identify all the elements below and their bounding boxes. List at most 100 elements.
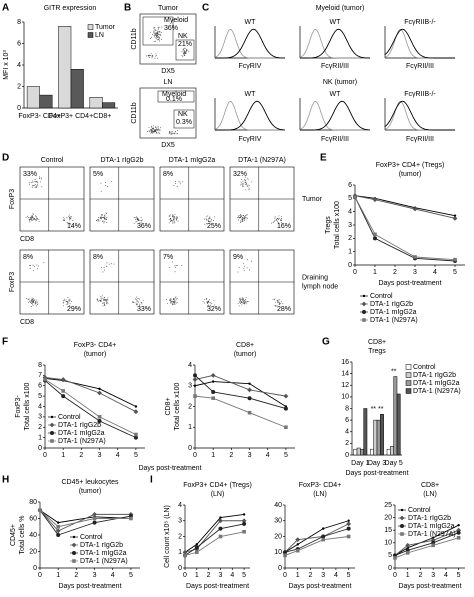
event-dot <box>31 187 33 189</box>
event-dot <box>106 301 108 303</box>
event-dot <box>100 216 102 218</box>
legend-symbol <box>87 32 94 38</box>
event-dot <box>183 49 185 51</box>
event-dot <box>105 303 107 305</box>
event-dot <box>168 222 170 224</box>
x-tick-label: 5 <box>457 572 461 579</box>
event-dot <box>102 302 104 304</box>
event-dot <box>68 218 70 220</box>
data-point <box>453 214 457 217</box>
x-tick-label: 2 <box>393 269 397 276</box>
x-tick-label: 0 <box>283 572 287 579</box>
event-dot <box>247 184 249 186</box>
event-dot <box>279 303 281 305</box>
event-dot <box>157 57 158 59</box>
quadrant-percent: 29% <box>67 306 81 313</box>
y-axis-label: CD11b <box>131 28 138 49</box>
chart-title: FoxP3+ CD4+ (Tregs) <box>376 162 445 169</box>
series-line <box>354 195 456 219</box>
event-dot <box>103 217 105 219</box>
event-dot <box>245 218 247 220</box>
panel-letter: C <box>202 3 209 14</box>
event-dot <box>241 183 243 185</box>
event-dot <box>209 220 210 222</box>
event-dot <box>280 219 282 221</box>
event-dot <box>155 32 157 34</box>
event-dot <box>103 297 105 299</box>
x-axis-label: CD8 <box>20 236 34 243</box>
event-dot <box>184 51 186 53</box>
y-tick-label: 14 <box>341 370 349 377</box>
event-dot <box>66 221 68 223</box>
bar <box>89 97 103 109</box>
y-tick-label: 2 <box>348 235 352 242</box>
event-dot <box>244 301 246 303</box>
event-dot <box>240 181 242 183</box>
event-dot <box>173 218 175 220</box>
event-dot <box>32 181 34 183</box>
event-dot <box>277 220 278 222</box>
event-dot <box>139 303 141 305</box>
plot-title: LN <box>164 79 173 86</box>
histogram-control <box>384 28 455 59</box>
event-dot <box>210 302 212 304</box>
event-dot <box>69 216 71 218</box>
legend-symbol <box>49 422 55 428</box>
event-dot <box>103 267 105 269</box>
y-tick-label: 8 <box>38 362 42 369</box>
event-dot <box>100 190 102 192</box>
data-point <box>242 513 246 516</box>
event-dot <box>173 302 175 304</box>
event-dot <box>38 220 40 222</box>
event-dot <box>139 220 141 222</box>
event-dot <box>32 213 34 215</box>
event-dot <box>37 218 39 220</box>
event-dot <box>174 300 175 302</box>
event-dot <box>175 181 177 182</box>
event-dot <box>154 130 156 132</box>
chart-title: GITR expression <box>44 5 97 12</box>
event-dot <box>176 264 178 266</box>
event-dot <box>274 298 276 300</box>
event-dot <box>34 218 36 220</box>
y-tick-label: 5 <box>348 195 352 202</box>
legend-label: Tumor <box>95 24 116 31</box>
event-dot <box>101 221 103 223</box>
y-tick-label: 0 <box>388 565 392 572</box>
event-dot <box>205 216 207 218</box>
y-tick-label: 3 <box>38 414 42 421</box>
event-dot <box>108 263 110 265</box>
x-tick-label: 3 <box>93 572 97 579</box>
data-point <box>134 405 138 408</box>
event-dot <box>36 299 38 301</box>
event-dot <box>244 300 246 301</box>
event-dot <box>156 34 158 36</box>
event-dot <box>244 176 246 178</box>
event-dot <box>169 130 171 132</box>
chart-subtitle: (tumor) <box>84 351 107 358</box>
event-dot <box>278 217 280 219</box>
data-point <box>182 549 188 555</box>
event-dot <box>245 181 247 183</box>
event-dot <box>245 215 247 217</box>
event-dot <box>246 301 248 303</box>
bar <box>26 86 40 109</box>
event-dot <box>159 31 161 33</box>
x-axis-label: FcγRII/III <box>321 136 349 143</box>
event-dot <box>68 304 70 306</box>
event-dot <box>154 130 156 132</box>
gate-percent: 21% <box>178 41 192 48</box>
event-dot <box>137 219 139 221</box>
gate-label: Myeloid <box>164 17 188 24</box>
y-tick-label: 80 <box>29 499 37 506</box>
event-dot <box>245 301 247 303</box>
data-point <box>193 373 197 378</box>
event-dot <box>206 219 208 221</box>
event-dot <box>240 215 241 217</box>
event-dot <box>34 180 36 182</box>
quadrant-percent: 25% <box>207 223 221 230</box>
data-point <box>405 542 411 548</box>
event-dot <box>155 37 157 39</box>
event-dot <box>101 214 103 216</box>
event-dot <box>141 221 143 223</box>
